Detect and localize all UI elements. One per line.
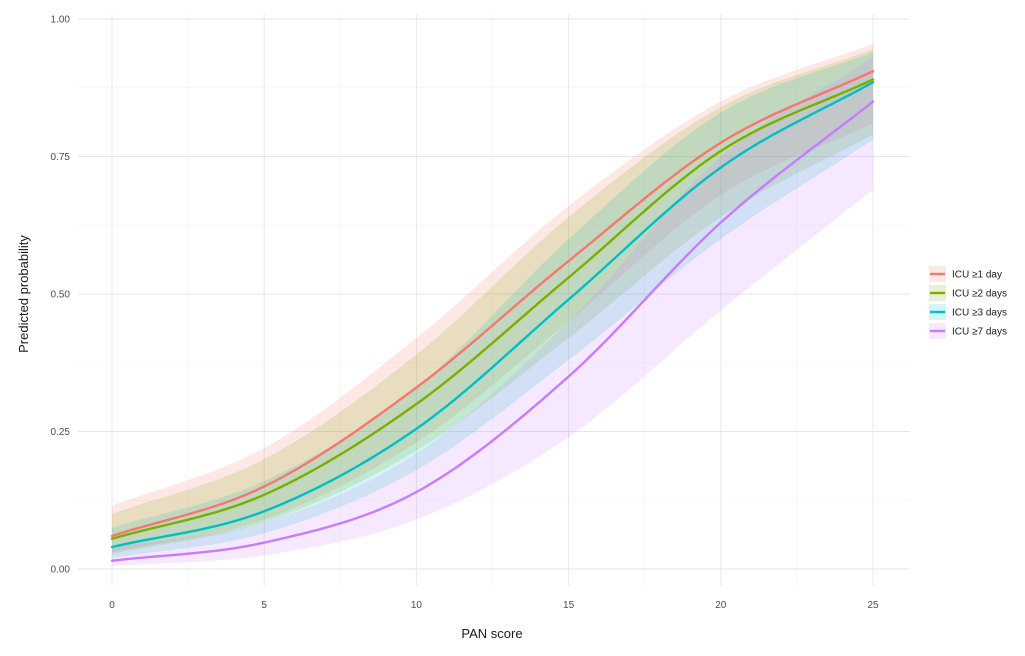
legend-label: ICU ≥1 day	[952, 270, 1002, 281]
y-tick-label: 0.50	[51, 290, 71, 301]
series-lines	[110, 70, 875, 562]
x-tick-label: 20	[715, 600, 727, 611]
x-axis-ticks: 0 5 10 15 20 25	[109, 600, 879, 611]
series-line	[110, 81, 875, 549]
x-tick-label: 15	[563, 600, 575, 611]
grid	[78, 14, 910, 586]
x-tick-label: 25	[867, 600, 879, 611]
legend: ICU ≥1 day ICU ≥2 days ICU ≥3 days ICU ≥7 d…	[929, 266, 1007, 339]
confidence-band	[112, 49, 873, 554]
y-axis-ticks: 0.00 0.25 0.50 0.75 1.00	[51, 15, 71, 576]
y-tick-label: 0.00	[51, 565, 71, 576]
legend-label: ICU ≥7 days	[952, 327, 1007, 338]
series-line	[110, 70, 875, 538]
confidence-band	[112, 57, 873, 567]
y-tick-label: 1.00	[51, 15, 71, 26]
series-line	[110, 100, 875, 562]
y-tick-label: 0.75	[51, 152, 71, 163]
x-axis-title: PAN score	[461, 626, 522, 641]
x-tick-label: 0	[109, 600, 115, 611]
legend-label: ICU ≥3 days	[952, 308, 1007, 319]
series-line	[110, 78, 875, 540]
legend-label: ICU ≥2 days	[952, 289, 1007, 300]
y-tick-label: 0.25	[51, 427, 71, 438]
x-tick-label: 10	[411, 600, 423, 611]
y-axis-title: Predicted probability	[16, 235, 31, 353]
x-tick-label: 5	[261, 600, 267, 611]
confidence-band	[112, 43, 873, 553]
